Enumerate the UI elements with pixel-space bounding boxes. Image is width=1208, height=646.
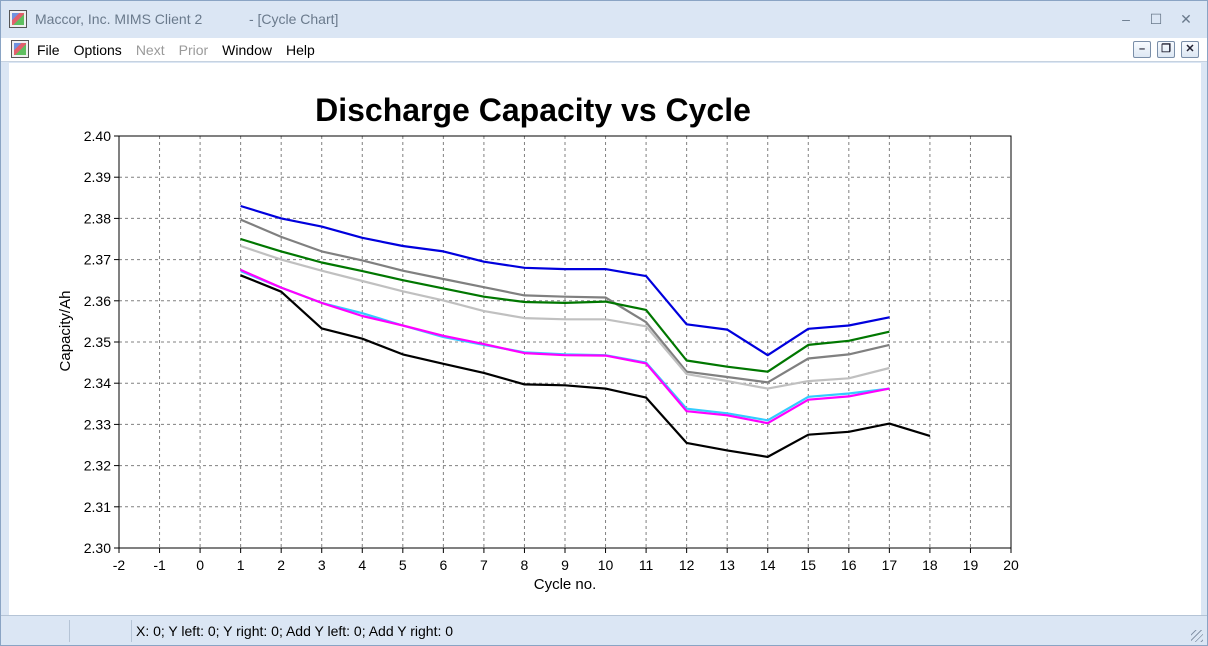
x-tick-label: 9 xyxy=(561,557,569,573)
y-tick-label: 2.32 xyxy=(84,458,111,474)
y-tick-label: 2.31 xyxy=(84,499,111,515)
chart-axes: -2 -1 0 1 2 3 4 5 6 7 8 9 10 11 12 13 14 15 16 17 18 19 202.30… xyxy=(84,128,1019,573)
menu-options[interactable]: Options xyxy=(73,42,122,58)
x-tick-label: 5 xyxy=(399,557,407,573)
menu-next[interactable]: Next xyxy=(135,42,165,58)
menu-help[interactable]: Help xyxy=(285,42,315,58)
series-line-3 xyxy=(240,237,890,373)
x-tick-label: 15 xyxy=(800,557,816,573)
x-tick-label: 17 xyxy=(882,557,898,573)
y-tick-label: 2.30 xyxy=(84,540,111,556)
x-tick-label: 14 xyxy=(760,557,776,573)
status-bar: X: 0; Y left: 0; Y right: 0; Add Y left:… xyxy=(1,615,1207,645)
menu-bar: File Options Next Prior Window Help – ❐ … xyxy=(1,38,1207,62)
x-tick-label: 1 xyxy=(237,557,245,573)
child-minimize-button[interactable]: – xyxy=(1133,41,1151,58)
window-controls: – ☐ ✕ xyxy=(1111,9,1201,29)
y-tick-label: 2.37 xyxy=(84,252,111,268)
x-tick-label: 20 xyxy=(1003,557,1019,573)
x-tick-label: 6 xyxy=(439,557,447,573)
x-tick-label: 8 xyxy=(521,557,529,573)
x-tick-label: 4 xyxy=(358,557,366,573)
resize-grip-icon[interactable] xyxy=(1191,630,1203,642)
chart-grid xyxy=(119,136,1011,548)
menu-file[interactable]: File xyxy=(37,42,60,58)
plot-frame xyxy=(118,135,1012,549)
x-axis-label: Cycle no. xyxy=(534,576,597,593)
cycle-chart[interactable]: Discharge Capacity vs Cycle -2 -1 0 1 2 3 4 5 6 7… xyxy=(9,63,1201,615)
x-tick-label: 2 xyxy=(277,557,285,573)
title-bar[interactable]: Maccor, Inc. MIMS Client 2 - [Cycle Char… xyxy=(1,1,1207,37)
x-tick-label: -1 xyxy=(153,557,166,573)
x-tick-label: 16 xyxy=(841,557,857,573)
status-readout: X: 0; Y left: 0; Y right: 0; Add Y left:… xyxy=(136,623,454,639)
child-window-icon[interactable] xyxy=(11,40,29,58)
child-restore-button[interactable]: ❐ xyxy=(1157,41,1175,58)
y-tick-label: 2.33 xyxy=(84,416,111,432)
x-tick-label: 0 xyxy=(196,557,204,573)
y-tick-label: 2.36 xyxy=(84,293,111,309)
y-tick-label: 2.34 xyxy=(84,375,111,391)
x-tick-label: 3 xyxy=(318,557,326,573)
series-line-1 xyxy=(240,204,890,357)
x-tick-label: 13 xyxy=(719,557,735,573)
status-divider xyxy=(131,620,132,642)
chart-area: Discharge Capacity vs Cycle -2 -1 0 1 2 3 4 5 6 7… xyxy=(9,63,1201,615)
mdi-controls: – ❐ ✕ xyxy=(1133,41,1199,58)
y-tick-label: 2.39 xyxy=(84,169,111,185)
x-tick-label: 11 xyxy=(639,557,654,573)
window-title: Maccor, Inc. MIMS Client 2 - [Cycle Char… xyxy=(35,11,339,27)
x-tick-label: 10 xyxy=(598,557,614,573)
y-axis-label: Capacity/Ah xyxy=(57,291,74,372)
child-close-button[interactable]: ✕ xyxy=(1181,41,1199,58)
series-line-7 xyxy=(240,274,931,458)
status-divider xyxy=(69,620,70,642)
series-line-4 xyxy=(240,244,890,390)
series-line-2 xyxy=(240,218,890,384)
minimize-button[interactable]: – xyxy=(1122,11,1130,27)
maximize-button[interactable]: ☐ xyxy=(1149,10,1163,27)
x-tick-label: 18 xyxy=(922,557,938,573)
chart-title: Discharge Capacity vs Cycle xyxy=(315,92,751,128)
series-line-6 xyxy=(240,268,890,425)
x-tick-label: 12 xyxy=(679,557,695,573)
x-tick-label: 7 xyxy=(480,557,488,573)
menu-window[interactable]: Window xyxy=(222,42,272,58)
chart-series xyxy=(240,204,931,458)
menu-items: File Options Next Prior Window Help xyxy=(37,42,329,58)
app-icon[interactable] xyxy=(9,10,27,28)
close-button[interactable]: ✕ xyxy=(1180,10,1192,27)
y-tick-label: 2.38 xyxy=(84,210,111,226)
x-tick-label: 19 xyxy=(963,557,979,573)
y-tick-label: 2.40 xyxy=(84,128,111,144)
menu-prior[interactable]: Prior xyxy=(178,42,209,58)
x-tick-label: -2 xyxy=(113,557,126,573)
y-tick-label: 2.35 xyxy=(84,334,111,350)
